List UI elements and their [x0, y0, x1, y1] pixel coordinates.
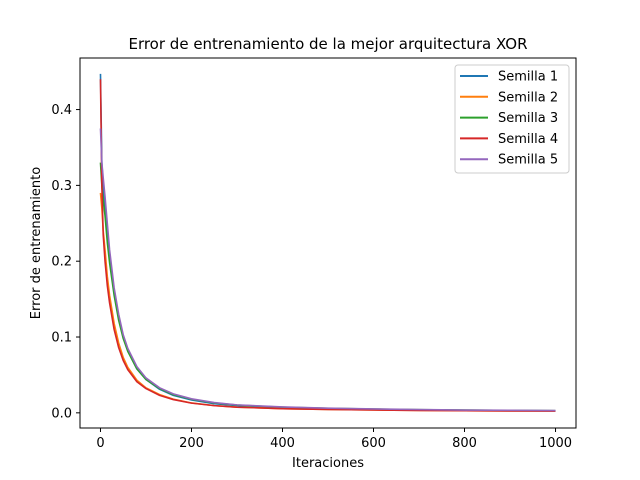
- legend-label: Semilla 1: [498, 70, 558, 85]
- plot-frame: [79, 57, 577, 429]
- x-tick-label: 800: [452, 436, 477, 451]
- legend-label: Semilla 4: [498, 132, 558, 147]
- series-line-semilla-5: [99, 128, 556, 412]
- x-tick-label: 600: [361, 436, 386, 451]
- x-tick-label: 1000: [539, 436, 572, 451]
- legend-label: Semilla 2: [498, 90, 558, 105]
- x-tick-label: 200: [179, 436, 204, 451]
- chart-title: Error de entrenamiento de la mejor arqui…: [128, 35, 527, 53]
- legend-label: Semilla 3: [498, 111, 558, 126]
- y-tick-label: 0.4: [51, 103, 72, 118]
- x-tick-label: 400: [270, 436, 295, 451]
- y-tick-label: 0.2: [51, 255, 72, 270]
- series-lines: [99, 73, 556, 412]
- series-line-semilla-4: [99, 79, 556, 412]
- plot-area: [79, 57, 577, 429]
- y-tick-label: 0.1: [51, 331, 72, 346]
- x-tick-label: 0: [96, 436, 104, 451]
- y-tick-label: 0.3: [51, 179, 72, 194]
- legend-box: [454, 64, 570, 174]
- y-axis-label: Error de entrenamiento: [29, 167, 44, 319]
- x-axis-label: Iteraciones: [292, 456, 364, 471]
- legend: Semilla 1 Semilla 2 Semilla 3 Semilla 4 Semi…: [454, 64, 570, 174]
- y-axis: 0.0 0.1 0.2 0.3 0.4: [51, 103, 80, 421]
- y-tick-label: 0.0: [51, 406, 72, 421]
- x-axis: 0 200 400 600 800 1000: [96, 428, 572, 451]
- legend-label: Semilla 5: [498, 153, 558, 168]
